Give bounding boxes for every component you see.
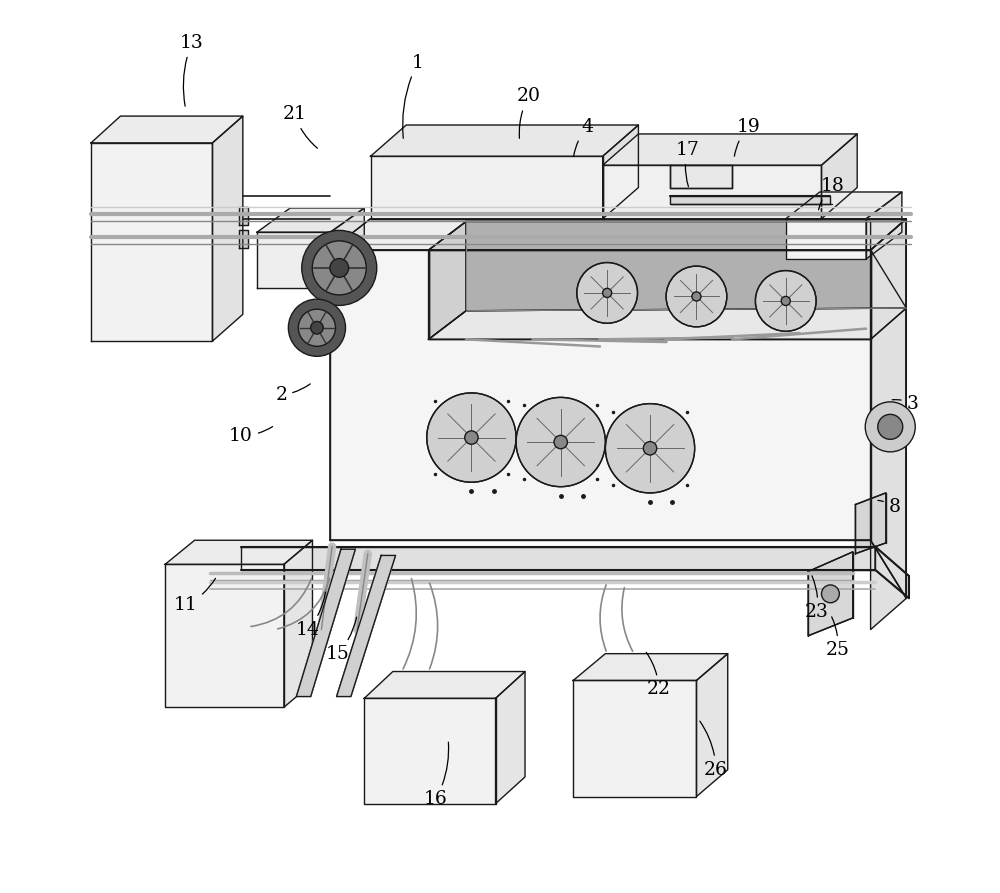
Polygon shape <box>466 221 906 311</box>
Polygon shape <box>239 207 248 225</box>
Circle shape <box>312 241 366 295</box>
Polygon shape <box>284 540 312 707</box>
Text: 20: 20 <box>517 88 541 138</box>
Circle shape <box>427 393 516 482</box>
Circle shape <box>643 442 657 455</box>
Polygon shape <box>786 219 866 259</box>
Polygon shape <box>496 672 525 804</box>
Polygon shape <box>429 221 466 339</box>
Polygon shape <box>808 552 853 636</box>
Polygon shape <box>855 493 886 554</box>
Circle shape <box>330 259 349 278</box>
Text: 22: 22 <box>646 653 671 698</box>
Circle shape <box>603 288 612 297</box>
Polygon shape <box>871 219 906 630</box>
Polygon shape <box>364 698 496 804</box>
Text: 17: 17 <box>676 141 699 187</box>
Text: 10: 10 <box>229 427 273 445</box>
Polygon shape <box>337 555 396 697</box>
Circle shape <box>666 266 727 327</box>
Circle shape <box>865 402 915 452</box>
Circle shape <box>311 321 323 334</box>
Polygon shape <box>364 672 525 698</box>
Circle shape <box>288 299 346 356</box>
Polygon shape <box>871 250 906 598</box>
Polygon shape <box>371 125 638 156</box>
Text: 16: 16 <box>424 742 449 808</box>
Text: 1: 1 <box>403 54 424 138</box>
Polygon shape <box>330 208 364 288</box>
Polygon shape <box>603 134 857 165</box>
Polygon shape <box>257 232 330 288</box>
Text: 3: 3 <box>892 395 919 413</box>
Polygon shape <box>241 547 875 570</box>
Circle shape <box>577 263 638 323</box>
Polygon shape <box>212 116 243 341</box>
Polygon shape <box>573 654 728 680</box>
Polygon shape <box>257 208 364 232</box>
Polygon shape <box>429 221 871 250</box>
Circle shape <box>554 435 567 448</box>
Text: 25: 25 <box>826 617 850 659</box>
Polygon shape <box>603 125 638 219</box>
Circle shape <box>302 230 377 305</box>
Polygon shape <box>91 116 243 143</box>
Polygon shape <box>429 308 906 339</box>
Circle shape <box>298 309 336 346</box>
Text: 2: 2 <box>275 384 310 404</box>
Circle shape <box>878 414 903 439</box>
Circle shape <box>605 404 695 493</box>
Text: 21: 21 <box>283 105 317 148</box>
Polygon shape <box>239 230 248 248</box>
Text: 4: 4 <box>574 118 594 156</box>
Polygon shape <box>330 219 906 250</box>
Circle shape <box>516 397 605 487</box>
Polygon shape <box>573 680 696 797</box>
Text: 14: 14 <box>296 592 325 638</box>
Text: 19: 19 <box>734 118 760 156</box>
Text: 8: 8 <box>878 498 901 516</box>
Polygon shape <box>165 540 312 564</box>
Circle shape <box>692 292 701 301</box>
Circle shape <box>465 431 478 444</box>
Text: 15: 15 <box>326 617 357 663</box>
Polygon shape <box>875 547 909 598</box>
Polygon shape <box>165 564 284 707</box>
Circle shape <box>821 585 839 603</box>
Circle shape <box>755 271 816 331</box>
Polygon shape <box>786 192 902 219</box>
Polygon shape <box>696 654 728 797</box>
Polygon shape <box>670 165 732 188</box>
Polygon shape <box>296 549 355 697</box>
Polygon shape <box>866 192 902 259</box>
Polygon shape <box>91 143 212 341</box>
Polygon shape <box>371 156 603 219</box>
Polygon shape <box>821 134 857 219</box>
Polygon shape <box>603 165 821 219</box>
Text: 13: 13 <box>180 34 204 106</box>
Polygon shape <box>330 250 871 540</box>
Text: 23: 23 <box>805 576 829 621</box>
Text: 11: 11 <box>174 579 215 614</box>
Circle shape <box>781 296 790 305</box>
Text: 26: 26 <box>700 722 728 779</box>
Text: 18: 18 <box>819 177 844 210</box>
Polygon shape <box>670 196 830 204</box>
Polygon shape <box>429 250 871 339</box>
